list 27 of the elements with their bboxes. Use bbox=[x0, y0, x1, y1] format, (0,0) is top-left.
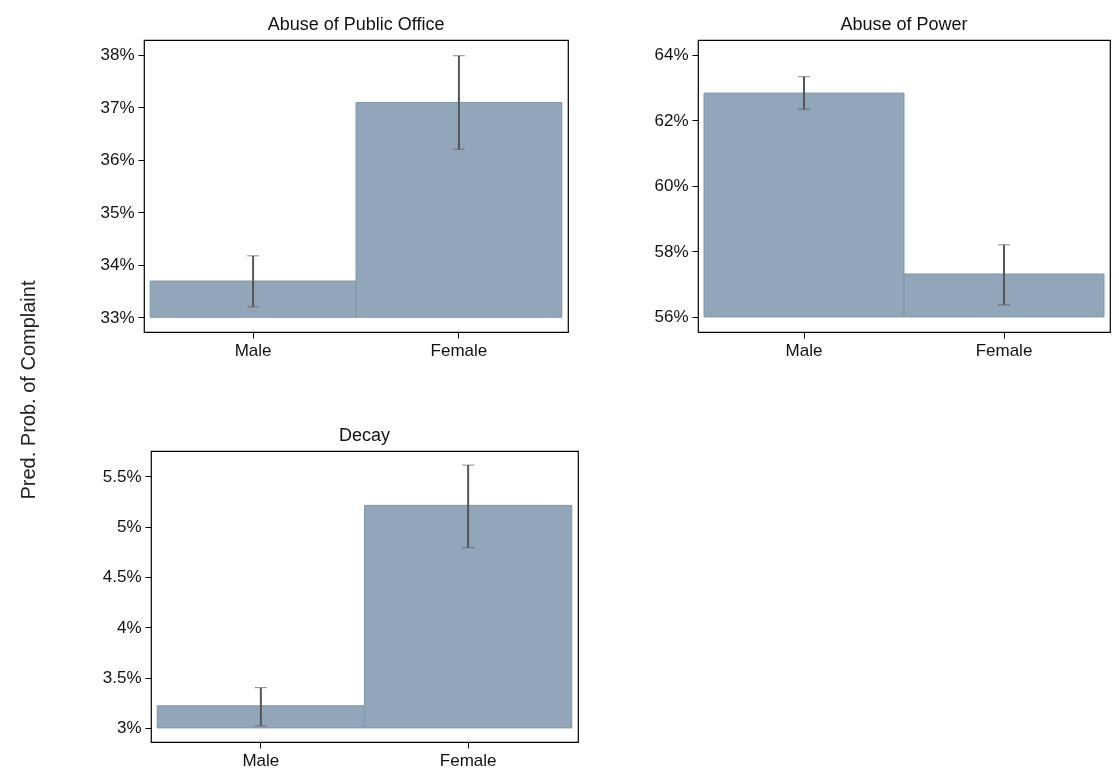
y-tick-label: 5% bbox=[116, 517, 142, 537]
x-tick-label: Male bbox=[242, 750, 280, 770]
y-tick-label: 3% bbox=[116, 718, 142, 738]
chart-title: Abuse of Public Office bbox=[267, 14, 445, 34]
y-tick-label: 5.5% bbox=[102, 466, 142, 486]
x-tick-label: Female bbox=[430, 340, 488, 360]
chart-title: Abuse of Power bbox=[840, 14, 968, 34]
x-tick-label: Female bbox=[439, 750, 497, 770]
y-tick-label: 34% bbox=[100, 255, 135, 275]
y-tick-label: 3.5% bbox=[102, 668, 142, 688]
y-tick-label: 36% bbox=[100, 150, 135, 170]
y-tick-label: 38% bbox=[100, 45, 135, 65]
x-tick-label: Female bbox=[975, 340, 1033, 360]
x-tick-label: Male bbox=[785, 340, 823, 360]
y-tick-label: 37% bbox=[100, 97, 135, 117]
y-axis-title: Pred. Prob. of Complaint bbox=[16, 280, 40, 500]
y-tick-label: 60% bbox=[654, 176, 689, 196]
y-tick-label: 58% bbox=[654, 241, 689, 261]
y-tick-label: 4.5% bbox=[102, 567, 142, 587]
y-tick-label: 35% bbox=[100, 202, 135, 222]
y-tick-label: 64% bbox=[654, 45, 689, 65]
y-tick-label: 4% bbox=[116, 617, 142, 637]
chart-title: Decay bbox=[338, 425, 391, 445]
y-tick-label: 33% bbox=[100, 307, 135, 327]
y-tick-label: 56% bbox=[654, 307, 689, 327]
y-tick-label: 62% bbox=[654, 110, 689, 130]
x-tick-label: Male bbox=[234, 340, 272, 360]
